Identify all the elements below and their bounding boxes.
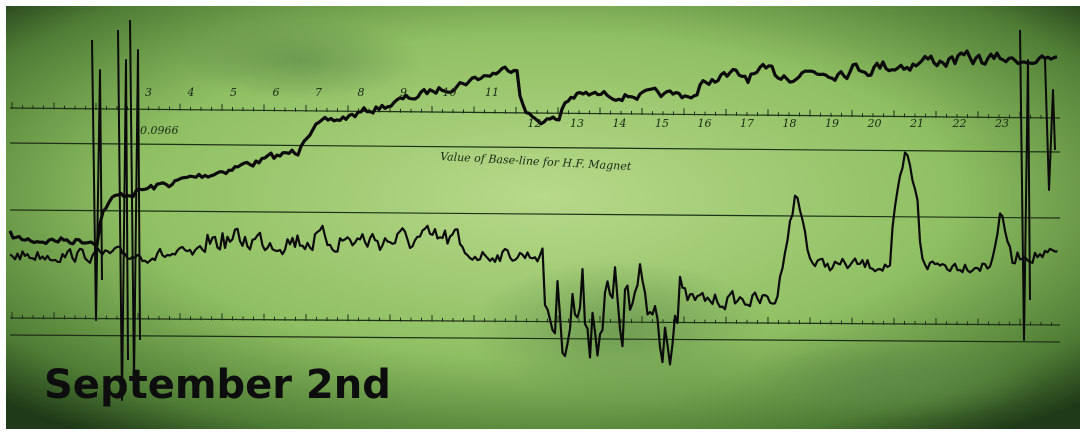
caption: September 2nd [44,362,391,408]
hour-label: 5 [230,86,237,99]
hour-labels: 3 4 5 6 7 8 9 10 11 12 13 14 15 16 17 18 19 20 21 22 23 [145,86,1009,130]
hour-label: 11 [485,86,499,99]
hour-label: 8 [358,86,365,99]
hour-label: 6 [273,86,280,99]
hour-label: 22 [952,117,967,130]
stain [180,20,420,100]
trace [9,151,1058,366]
trace [1044,59,1056,191]
hour-label: 19 [825,117,839,130]
baseline-value: 0.0966 [140,124,179,137]
hour-label: 10 [443,86,457,99]
trace [117,29,129,401]
hour-label: 21 [909,117,924,130]
stain [760,340,1040,420]
hour-label: 20 [867,117,882,130]
hour-label: 9 [400,86,407,99]
hour-label: 16 [698,117,712,130]
scale-ticks [11,102,1052,326]
trace [129,19,141,381]
hour-label: 17 [740,117,754,130]
hour-label: 4 [187,86,195,99]
trace [8,49,1058,247]
hour-label: 7 [315,86,322,99]
hour-label: 15 [655,117,669,130]
hour-label: 13 [570,117,584,130]
trace [1019,29,1031,341]
traces [8,19,1058,401]
hour-label: 14 [613,117,627,130]
hour-label: 18 [783,117,797,130]
hour-label: 3 [145,86,152,99]
trace [91,39,103,321]
hour-label: 12 [528,117,542,130]
hour-label: 23 [994,117,1009,130]
rule-lines [9,107,1061,343]
